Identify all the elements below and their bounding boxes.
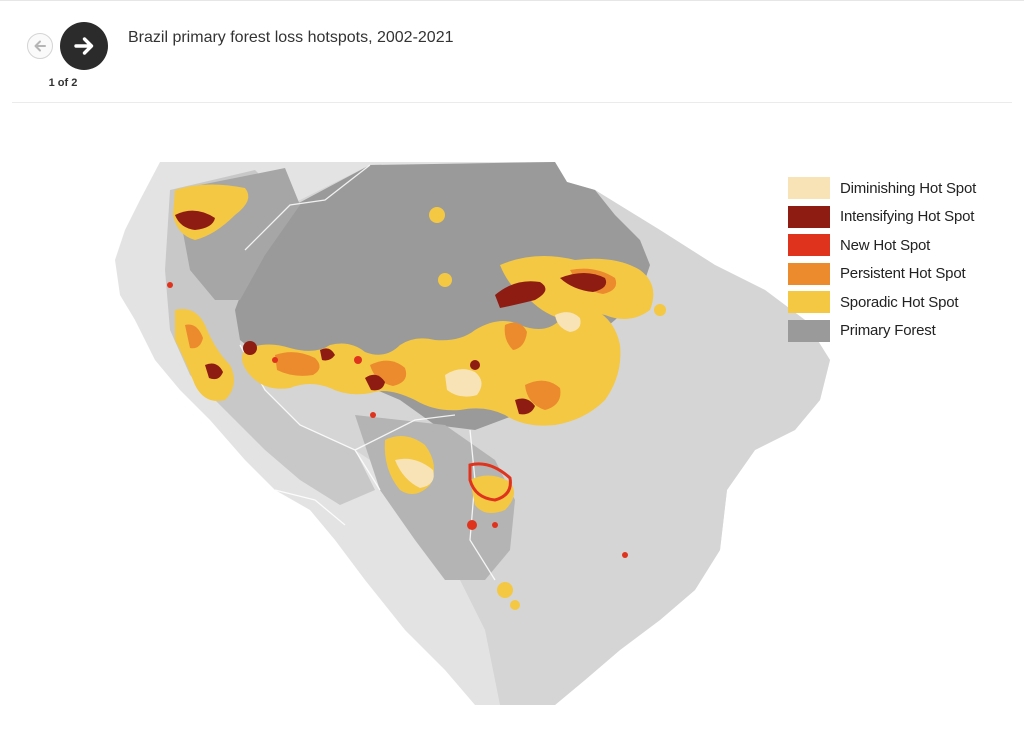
- legend-item-primary-forest: Primary Forest: [788, 317, 976, 346]
- header-divider: [12, 102, 1012, 103]
- legend-label: Primary Forest: [840, 322, 936, 340]
- legend-label: Diminishing Hot Spot: [840, 179, 977, 197]
- border-lines: [239, 164, 496, 581]
- top-border: [0, 0, 1024, 1]
- diminishing-hotspots: [395, 312, 581, 488]
- legend-item-persistent: Persistent Hot Spot: [788, 260, 976, 289]
- intensifying-hotspots: [175, 210, 607, 415]
- legend-swatch-primary-forest: [788, 319, 830, 342]
- legend-swatch-persistent: [788, 262, 830, 285]
- legend-label: Sporadic Hot Spot: [840, 293, 959, 311]
- page-title: Brazil primary forest loss hotspots, 200…: [128, 29, 454, 46]
- slide-counter: 1 of 2: [48, 77, 78, 89]
- map-legend: Diminishing Hot Spot Intensifying Hot Sp…: [788, 174, 976, 345]
- new-hotspots: [167, 282, 628, 558]
- arrow-right-icon: [74, 37, 94, 55]
- legend-label: Intensifying Hot Spot: [840, 208, 975, 226]
- legend-swatch-diminishing: [788, 177, 830, 200]
- legend-item-diminishing: Diminishing Hot Spot: [788, 174, 976, 203]
- previous-button[interactable]: [27, 33, 53, 59]
- legend-label: New Hot Spot: [840, 236, 931, 254]
- legend-item-sporadic: Sporadic Hot Spot: [788, 288, 976, 317]
- legend-item-new: New Hot Spot: [788, 231, 976, 260]
- legend-label: Persistent Hot Spot: [840, 265, 966, 283]
- legend-swatch-sporadic: [788, 291, 830, 314]
- next-button[interactable]: [60, 22, 108, 70]
- legend-swatch-intensifying: [788, 205, 830, 228]
- legend-swatch-new: [788, 234, 830, 257]
- legend-item-intensifying: Intensifying Hot Spot: [788, 203, 976, 232]
- forest-loss-map: [115, 162, 830, 705]
- arrow-left-icon: [34, 40, 46, 52]
